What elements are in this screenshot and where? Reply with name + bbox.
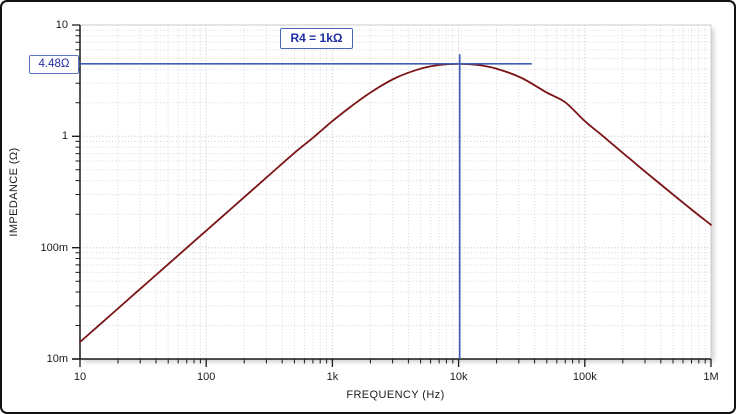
x-axis-title: FREQUENCY (Hz) (346, 389, 445, 401)
y-axis-title: IMPEDANCE (Ω) (8, 147, 20, 237)
y-tick-label: 10 (55, 19, 68, 31)
impedance-curve (79, 62, 712, 343)
major-tick-marks (72, 24, 712, 367)
x-tick-label: 1M (703, 371, 719, 383)
x-tick-label: 1k (326, 371, 339, 383)
x-tick-label: 100k (572, 371, 597, 383)
plot-area (80, 25, 711, 359)
minor-tick-marks (75, 29, 706, 364)
y-tick-label: 100m (40, 241, 68, 254)
y-tick-label: 10m (46, 353, 68, 365)
x-tick-label: 10 (73, 371, 87, 383)
plot-border (80, 24, 712, 359)
grid-minor (80, 25, 711, 359)
x-tick-label: 100 (197, 371, 216, 383)
peak-value-label: 4.48Ω (29, 55, 79, 74)
axis-lines (72, 25, 711, 360)
grid-major (80, 25, 711, 359)
r4-annotation-label: R4 = 1kΩ (280, 28, 353, 49)
x-tick-label: 10k (449, 371, 468, 383)
y-tick-label: 1 (61, 130, 68, 143)
